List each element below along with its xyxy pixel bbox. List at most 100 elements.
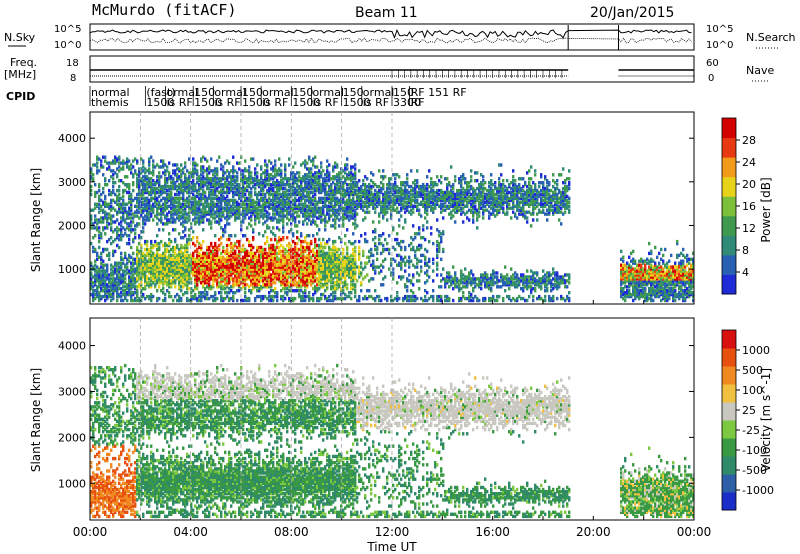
heatmap-cell <box>196 202 199 206</box>
heatmap-cell <box>98 291 101 295</box>
heatmap-cell <box>202 165 205 169</box>
heatmap-cell <box>108 281 111 285</box>
heatmap-cell <box>180 163 183 167</box>
heatmap-cell <box>192 253 195 258</box>
heatmap-cell <box>202 279 205 283</box>
heatmap-cell <box>176 173 179 177</box>
heatmap-cell <box>154 263 157 267</box>
heatmap-cell <box>158 212 161 216</box>
heatmap-cell <box>150 183 153 187</box>
heatmap-cell <box>192 163 195 167</box>
heatmap-cell <box>174 212 177 216</box>
heatmap-cell <box>160 216 163 220</box>
heatmap-cell <box>114 228 117 232</box>
heatmap-cell <box>184 210 187 214</box>
heatmap-cell <box>112 173 115 177</box>
heatmap-cell <box>136 263 139 267</box>
heatmap-cell <box>112 271 115 275</box>
heatmap-cell <box>136 289 139 293</box>
heatmap-cell <box>160 239 163 244</box>
heatmap-cell <box>140 214 143 218</box>
heatmap-cell <box>126 210 129 214</box>
heatmap-cell <box>134 271 137 275</box>
heatmap-cell <box>142 267 145 271</box>
heatmap-cell <box>92 226 95 230</box>
heatmap-cell <box>154 275 157 279</box>
heatmap-cell <box>162 228 165 232</box>
heatmap-cell <box>194 267 197 271</box>
heatmap-cell <box>152 204 155 208</box>
heatmap-cell <box>148 247 151 252</box>
heatmap-cell <box>196 216 199 220</box>
heatmap-cell <box>168 237 171 242</box>
heatmap-cell <box>184 198 187 203</box>
heatmap-cell <box>118 261 121 265</box>
heatmap-cell <box>168 161 171 165</box>
heatmap-cell <box>106 283 109 287</box>
heatmap-cell <box>158 202 161 206</box>
heatmap-cell <box>108 161 111 165</box>
heatmap-cell <box>194 220 197 224</box>
heatmap-cell <box>178 279 181 283</box>
heatmap-cell <box>140 273 143 277</box>
heatmap-cell <box>108 165 111 169</box>
heatmap-cell <box>134 214 137 218</box>
heatmap-cell <box>196 239 199 244</box>
heatmap-cell <box>144 287 147 291</box>
heatmap-cell <box>162 267 165 271</box>
heatmap-cell <box>152 202 155 206</box>
heatmap-cell <box>160 275 163 279</box>
heatmap-cell <box>144 267 147 271</box>
heatmap-cell <box>102 267 105 271</box>
heatmap-cell <box>108 204 111 208</box>
heatmap-cell <box>172 259 175 263</box>
heatmap-cell <box>132 251 135 256</box>
heatmap-cell <box>134 267 137 271</box>
heatmap-cell <box>98 255 101 259</box>
heatmap-cell <box>96 251 99 256</box>
heatmap-cell <box>324 228 327 232</box>
heatmap-cell <box>194 249 197 254</box>
heatmap-cell <box>106 204 109 208</box>
freq-tick-top: 18 <box>66 58 79 69</box>
heatmap-cell <box>136 196 139 201</box>
heatmap-cell <box>186 198 189 203</box>
heatmap-cell <box>156 265 159 269</box>
heatmap-cell <box>126 241 129 246</box>
heatmap-cell <box>140 277 143 281</box>
heatmap-cell <box>138 283 141 287</box>
heatmap-cell <box>168 192 171 197</box>
heatmap-cell <box>150 181 153 185</box>
heatmap-cell <box>128 287 131 291</box>
heatmap-cell <box>186 239 189 244</box>
heatmap-cell <box>198 216 201 220</box>
heatmap-cell <box>90 241 93 246</box>
heatmap-cell <box>350 291 353 295</box>
heatmap-cell <box>188 181 191 185</box>
heatmap-cell <box>98 157 101 161</box>
heatmap-cell <box>168 285 171 289</box>
heatmap-cell <box>186 279 189 283</box>
heatmap-cell <box>150 196 153 201</box>
heatmap-cell <box>126 292 129 297</box>
heatmap-cell <box>106 224 109 228</box>
heatmap-cell <box>150 186 153 191</box>
heatmap-cell <box>168 249 171 254</box>
heatmap-cell <box>186 177 189 181</box>
heatmap-cell <box>200 253 203 258</box>
heatmap-cell <box>346 163 349 167</box>
cpid-entry-line2: is RF <box>363 96 389 109</box>
heatmap-cell <box>184 267 187 271</box>
heatmap-cell <box>172 279 175 283</box>
heatmap-cell <box>176 204 179 208</box>
heatmap-cell <box>138 181 141 185</box>
heatmap-cell <box>142 208 145 212</box>
heatmap-cell <box>134 157 137 161</box>
heatmap-cell <box>306 161 309 165</box>
heatmap-cell <box>172 184 175 189</box>
heatmap-cell <box>170 271 173 275</box>
heatmap-cell <box>140 177 143 181</box>
heatmap-cell <box>178 298 181 303</box>
heatmap-cell <box>156 243 159 248</box>
heatmap-cell <box>100 163 103 167</box>
